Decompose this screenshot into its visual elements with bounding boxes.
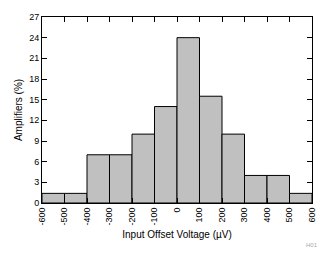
svg-text:0: 0 [34,198,39,208]
svg-text:Amplifiers (%): Amplifiers (%) [13,79,24,141]
svg-text:18: 18 [29,74,39,84]
svg-text:H01: H01 [306,242,318,248]
svg-text:12: 12 [29,115,39,125]
svg-text:600: 600 [307,208,317,223]
svg-text:0: 0 [172,208,182,213]
svg-text:9: 9 [34,136,39,146]
svg-text:-300: -300 [104,208,114,226]
svg-text:Input Offset Voltage (µV): Input Offset Voltage (µV) [122,229,232,240]
svg-text:-100: -100 [149,208,159,226]
svg-text:-200: -200 [127,208,137,226]
svg-text:400: 400 [262,208,272,223]
svg-text:500: 500 [284,208,294,223]
svg-text:21: 21 [29,53,39,63]
svg-text:200: 200 [217,208,227,223]
svg-text:-400: -400 [82,208,92,226]
svg-text:24: 24 [29,33,39,43]
svg-text:300: 300 [239,208,249,223]
svg-text:6: 6 [34,157,39,167]
svg-text:-500: -500 [59,208,69,226]
svg-text:27: 27 [29,12,39,22]
svg-text:-600: -600 [37,208,47,226]
svg-text:15: 15 [29,95,39,105]
svg-text:100: 100 [194,208,204,223]
svg-text:3: 3 [34,177,39,187]
